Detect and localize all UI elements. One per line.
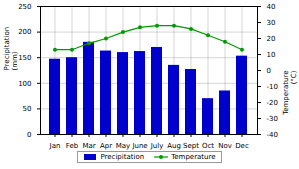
svg-text:50: 50 [23,105,32,113]
svg-text:-30: -30 [267,115,278,123]
svg-text:Sept: Sept [183,142,199,150]
svg-text:150: 150 [18,54,31,62]
svg-text:Jan: Jan [49,142,61,150]
svg-text:200: 200 [18,28,31,36]
svg-text:250: 250 [18,3,31,11]
svg-text:0: 0 [267,67,271,75]
html-text:Precipitation: Precipitation [100,153,145,161]
svg-text:Nov: Nov [218,142,232,150]
svg-text:0: 0 [27,131,31,139]
svg-text:Mar: Mar [82,142,95,150]
svg-text:May: May [116,142,130,150]
svg-text:Apr: Apr [100,142,112,150]
svg-text:Feb: Feb [66,142,79,150]
html-text:Temperature: Temperature [171,153,216,161]
svg-text:Aug: Aug [167,142,181,150]
svg-text:Temperature(°C): Temperature(°C) [282,70,298,116]
svg-text:July: July [150,142,164,150]
svg-text:June: June [131,142,147,150]
svg-text:Precipitation(mm): Precipitation(mm) [3,27,19,71]
svg-text:-20: -20 [267,99,278,107]
svg-text:-10: -10 [267,83,278,91]
svg-text:30: 30 [267,19,276,27]
svg-text:Dec: Dec [235,142,249,150]
svg-text:-40: -40 [267,131,278,139]
svg-text:100: 100 [18,80,31,88]
svg-text:20: 20 [267,35,276,43]
svg-text:Oct: Oct [202,142,214,150]
svg-text:10: 10 [267,51,276,59]
svg-text:40: 40 [267,3,276,11]
